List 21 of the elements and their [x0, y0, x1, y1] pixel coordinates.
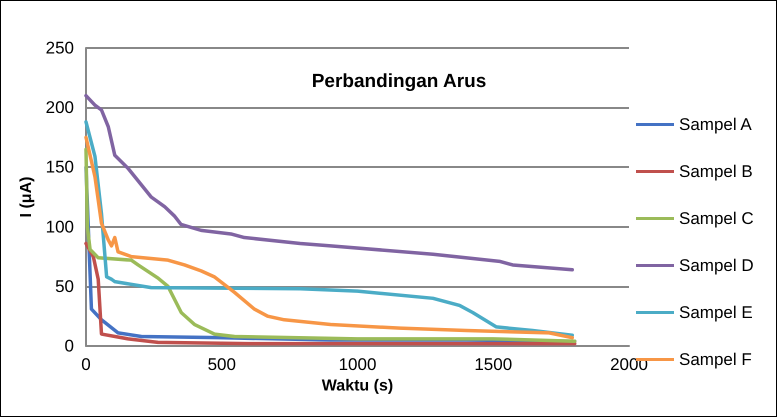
x-tick-label: 500: [208, 355, 236, 374]
legend-label: Sampel D: [679, 256, 754, 275]
x-tick-label: 1500: [474, 355, 512, 374]
legend-label: Sampel A: [679, 115, 752, 134]
x-axis-title: Waktu (s): [322, 377, 394, 394]
legend-label: Sampel E: [679, 303, 753, 322]
y-tick-label: 50: [55, 276, 74, 296]
x-tick-label: 0: [81, 355, 91, 374]
legend-label: Sampel F: [679, 350, 752, 369]
line-series: [84, 242, 576, 346]
y-axis-title: I (μA): [18, 176, 36, 218]
legend-label: Sampel B: [679, 162, 753, 181]
y-tick-label: 250: [46, 38, 74, 58]
line-series: [84, 94, 574, 272]
legend-label: Sampel C: [679, 209, 754, 228]
x-tick-label: 1000: [338, 355, 376, 374]
y-tick-label: 150: [46, 158, 74, 177]
text: Perbandingan Arus: [312, 71, 486, 92]
y-tick-label: 100: [46, 217, 74, 236]
y-tick-label: 0: [64, 336, 74, 356]
y-tick-label: 200: [46, 98, 74, 118]
